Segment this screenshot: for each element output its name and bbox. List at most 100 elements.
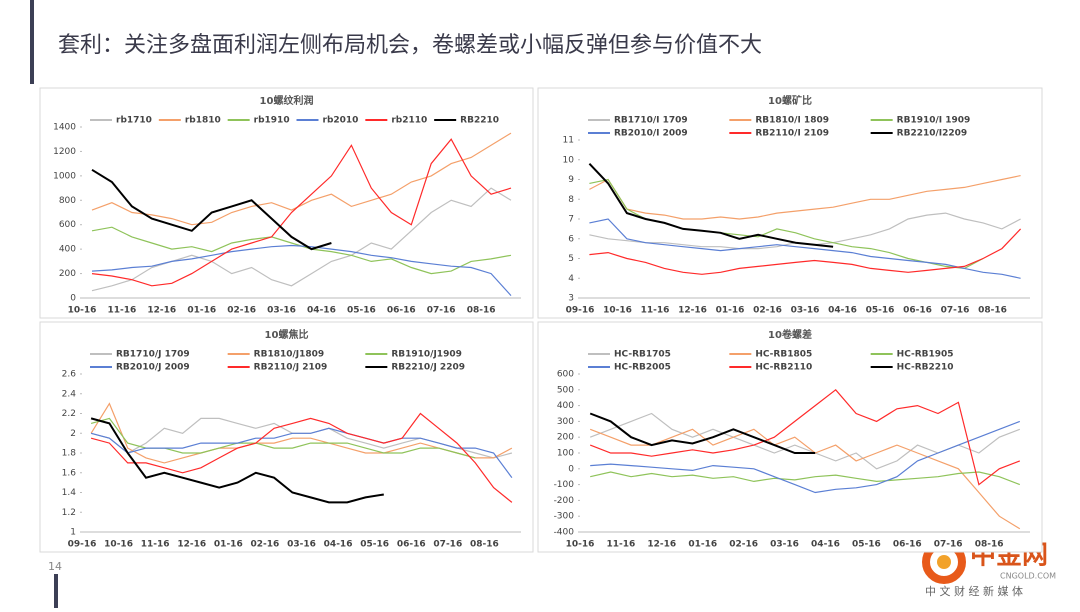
- x-tick-label: 09-16: [68, 540, 97, 550]
- legend-label: RB1710/I 1709: [614, 116, 688, 126]
- x-tick-label: 04-16: [828, 306, 857, 316]
- x-tick-label: 08-16: [978, 306, 1007, 316]
- x-tick-label: 11-16: [108, 306, 137, 316]
- x-tick-label: 08-16: [975, 540, 1004, 550]
- chart-title: 10螺焦比: [265, 328, 309, 341]
- legend-label: RB1710/J 1709: [116, 350, 190, 360]
- legend-label: HC-RB2005: [614, 363, 671, 373]
- y-tick-label: 1.6: [62, 468, 77, 478]
- legend-label: RB1810/J1809: [254, 350, 325, 360]
- series-line: [90, 427, 513, 479]
- y-tick-label: 600: [59, 220, 76, 230]
- x-tick-label: 07-16: [934, 540, 963, 550]
- x-tick-label: 05-16: [347, 306, 376, 316]
- y-tick-label: 7: [568, 215, 574, 225]
- x-tick-label: 03-16: [287, 540, 316, 550]
- x-tick-label: 03-16: [267, 306, 296, 316]
- y-tick-label: 2: [70, 429, 76, 439]
- chart-frame: [39, 87, 534, 319]
- y-tick-label: 2.6: [62, 370, 77, 380]
- series-line: [589, 228, 1022, 275]
- series-line: [589, 428, 1021, 530]
- legend-label: RB1910/I 1909: [897, 116, 971, 126]
- x-tick-label: 04-16: [307, 306, 336, 316]
- y-tick-label: 10: [563, 155, 575, 165]
- slogan: 中 文 财 经 新 媒 体: [925, 584, 1023, 598]
- x-tick-label: 12-16: [647, 540, 676, 550]
- y-tick-label: -400: [554, 528, 575, 538]
- y-tick-label: 2.2: [62, 409, 76, 419]
- series-line: [91, 168, 332, 251]
- x-tick-label: 01-16: [187, 306, 216, 316]
- series-line: [589, 412, 816, 454]
- y-tick-label: 8: [568, 195, 574, 205]
- legend-label: RB2110/I 2109: [755, 129, 829, 139]
- x-tick-label: 05-16: [852, 540, 881, 550]
- y-tick-label: 200: [557, 433, 574, 443]
- charts: 10螺纹利润 rb1710 rb1810 rb1910 rb2010 rb2110 RB22…: [39, 87, 1043, 553]
- chart-title: 10卷螺差: [768, 328, 812, 341]
- legend-label: HC-RB1905: [897, 350, 954, 360]
- x-tick-label: 11-16: [141, 540, 170, 550]
- legend-label: rb1810: [185, 116, 221, 126]
- legend-label: rb2010: [323, 116, 359, 126]
- slide-title: 套利：关注多盘面利润左侧布局机会，卷螺差或小幅反弹但参与价值不大: [58, 33, 762, 58]
- x-tick-label: 04-16: [324, 540, 353, 550]
- series-line: [589, 388, 1021, 486]
- y-tick-label: 1000: [53, 171, 76, 181]
- y-tick-label: 2.4: [62, 389, 77, 399]
- y-tick-label: -200: [554, 496, 575, 506]
- legend-label: rb2110: [391, 116, 427, 126]
- y-tick-label: 100: [557, 449, 574, 459]
- y-tick-label: 3: [568, 294, 574, 304]
- legend-label: RB1810/I 1809: [755, 116, 829, 126]
- y-tick-label: -300: [554, 512, 575, 522]
- legend-label: RB2110/J 2109: [254, 363, 328, 373]
- y-tick-label: 400: [557, 401, 574, 411]
- x-tick-label: 01-16: [688, 540, 717, 550]
- x-tick-label: 10-16: [566, 540, 595, 550]
- x-tick-label: 04-16: [811, 540, 840, 550]
- y-tick-label: 1400: [53, 123, 76, 133]
- y-tick-label: -100: [554, 480, 575, 490]
- y-tick-label: 6: [568, 234, 574, 244]
- chart-title: 10螺纹利润: [260, 94, 314, 107]
- x-tick-label: 11-16: [641, 306, 670, 316]
- series-line: [91, 244, 512, 297]
- legend-label: HC-RB2110: [755, 363, 812, 373]
- y-tick-label: 1.2: [62, 508, 76, 518]
- chart-frame: [39, 321, 534, 553]
- chart: 10螺矿比 RB1710/I 1709 RB1810/I 1809 RB1910/I …: [537, 87, 1043, 319]
- x-tick-label: 05-16: [866, 306, 895, 316]
- y-tick-label: 200: [59, 269, 76, 279]
- site: CNGOLD.COM: [1000, 572, 1056, 581]
- y-tick-label: 11: [563, 136, 574, 146]
- y-tick-label: 500: [557, 385, 574, 395]
- page-number: 14: [48, 560, 62, 573]
- x-tick-label: 11-16: [607, 540, 636, 550]
- y-tick-label: 1: [70, 528, 76, 538]
- y-tick-label: 0: [568, 464, 574, 474]
- legend-label: RB1910/J1909: [391, 350, 462, 360]
- x-tick-label: 12-16: [177, 540, 206, 550]
- x-tick-label: 09-16: [566, 306, 595, 316]
- x-tick-label: 02-16: [251, 540, 280, 550]
- x-tick-label: 06-16: [903, 306, 932, 316]
- x-tick-label: 07-16: [427, 306, 456, 316]
- legend-label: RB2210/J 2209: [391, 363, 465, 373]
- y-tick-label: 600: [557, 370, 574, 380]
- x-tick-label: 12-16: [147, 306, 176, 316]
- y-tick-label: 5: [568, 254, 574, 264]
- series-line: [589, 218, 1021, 279]
- chart-frame: [537, 87, 1043, 319]
- x-tick-label: 12-16: [678, 306, 707, 316]
- legend-label: HC-RB2210: [897, 363, 954, 373]
- legend-label: RB2010/I 2009: [614, 129, 688, 139]
- x-tick-label: 05-16: [360, 540, 389, 550]
- series-line: [91, 187, 512, 292]
- x-tick-label: 10-16: [104, 540, 133, 550]
- y-tick-label: 300: [557, 417, 574, 427]
- chart: 10螺纹利润 rb1710 rb1810 rb1910 rb2010 rb2110 RB22…: [39, 87, 534, 319]
- series-line: [91, 138, 512, 287]
